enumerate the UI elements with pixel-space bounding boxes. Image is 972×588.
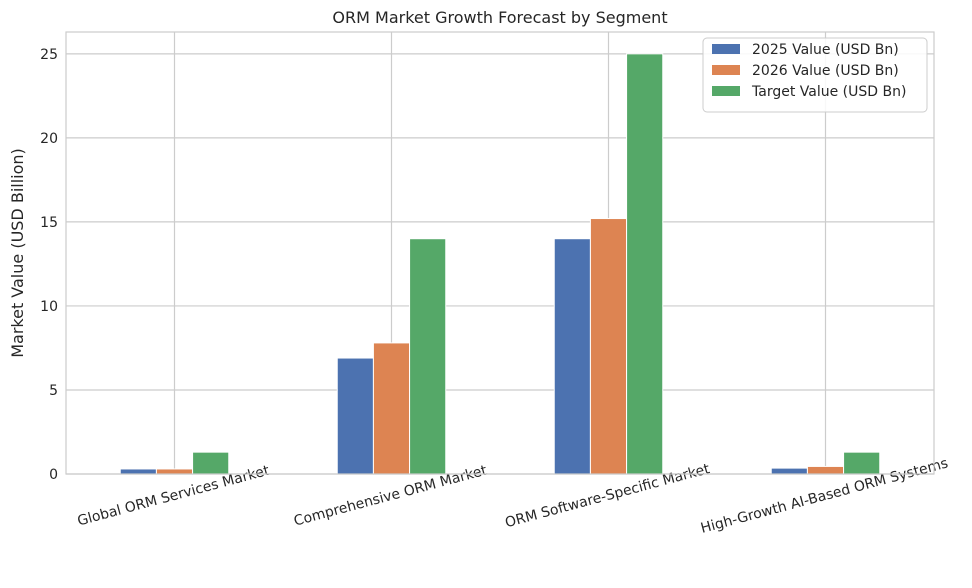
bar-2-2 xyxy=(626,53,664,475)
bar-0-3 xyxy=(770,467,808,475)
bar-2-0 xyxy=(192,451,230,475)
y-tick-label: 15 xyxy=(40,215,58,231)
bar-1-1 xyxy=(372,342,411,475)
y-tick-label: 10 xyxy=(40,299,58,315)
bar-1-0 xyxy=(155,468,194,475)
y-axis-label: Market Value (USD Billion) xyxy=(8,148,27,358)
legend-label: 2025 Value (USD Bn) xyxy=(752,42,899,58)
legend-label: Target Value (USD Bn) xyxy=(751,84,906,100)
y-tick-label: 5 xyxy=(49,383,58,399)
bar-2-3 xyxy=(843,451,881,475)
y-tick-label: 25 xyxy=(40,47,58,63)
bar-2-1 xyxy=(409,238,447,475)
legend-label: 2026 Value (USD Bn) xyxy=(752,63,899,79)
legend-swatch xyxy=(712,44,740,54)
bar-1-3 xyxy=(806,465,845,475)
bar-0-2 xyxy=(553,238,591,475)
bar-0-1 xyxy=(336,357,374,475)
chart-title: ORM Market Growth Forecast by Segment xyxy=(332,8,667,27)
legend-swatch xyxy=(712,86,740,96)
y-tick-label: 20 xyxy=(40,131,58,147)
legend-box xyxy=(702,37,928,113)
bar-0-0 xyxy=(119,468,157,475)
legend-swatch xyxy=(712,65,740,75)
bar-1-2 xyxy=(589,218,628,475)
y-tick-label: 0 xyxy=(49,467,58,483)
plot-frame xyxy=(65,31,935,475)
